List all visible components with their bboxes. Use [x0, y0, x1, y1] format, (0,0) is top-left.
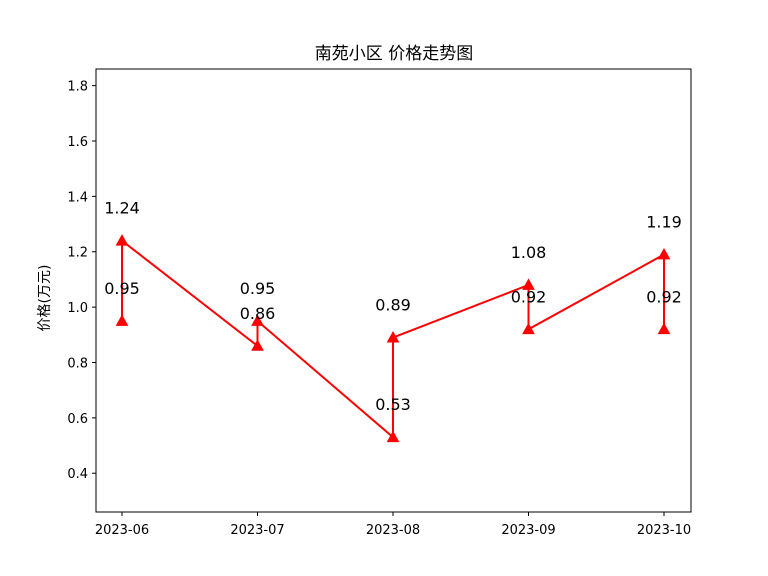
- y-tick-label: 1.0: [67, 301, 88, 316]
- price-line: [121, 238, 665, 440]
- y-tick-label: 1.8: [67, 80, 88, 95]
- x-tick-label: 2023-09: [501, 523, 555, 538]
- data-point-marker: [251, 339, 264, 351]
- data-label: 1.24: [104, 199, 140, 218]
- data-point-marker: [115, 314, 129, 326]
- data-point-marker: [657, 322, 671, 335]
- x-tick-label: 2023-06: [95, 523, 149, 538]
- y-tick-label: 1.4: [67, 190, 88, 205]
- data-label: 0.92: [646, 287, 682, 306]
- y-axis-ticks: 0.4 0.6 0.8 1.0 1.2 1.4 1.6 1.8: [67, 80, 96, 482]
- data-point-marker: [386, 331, 400, 343]
- x-tick-label: 2023-08: [366, 523, 420, 538]
- x-axis-ticks: 2023-06 2023-07 2023-08 2023-09 2023-10: [95, 512, 691, 538]
- data-labels: 0.95 1.24 0.86 0.95 0.53 0.89 1.08 0.92 1.19 0.92: [104, 199, 682, 415]
- data-label: 1.08: [511, 243, 547, 262]
- price-series: [115, 234, 671, 443]
- y-tick-label: 1.2: [67, 246, 88, 261]
- y-tick-label: 0.6: [67, 412, 88, 427]
- data-label: 0.89: [375, 296, 411, 315]
- data-label: 0.86: [240, 304, 276, 323]
- x-tick-label: 2023-07: [230, 523, 284, 538]
- data-point-marker: [386, 430, 400, 443]
- y-tick-label: 0.8: [67, 356, 88, 371]
- y-axis-label: 价格(万元): [37, 265, 53, 332]
- data-label: 0.95: [104, 279, 140, 298]
- data-label: 0.53: [375, 395, 411, 414]
- y-tick-label: 1.6: [67, 135, 88, 150]
- data-label: 0.95: [240, 279, 276, 298]
- data-point-marker: [657, 247, 671, 260]
- x-tick-label: 2023-10: [637, 523, 691, 538]
- data-point-marker: [115, 234, 129, 246]
- y-tick-label: 0.4: [67, 467, 88, 482]
- data-label: 1.19: [646, 213, 682, 232]
- chart-title: 南苑小区 价格走势图: [315, 44, 473, 64]
- data-label: 0.92: [511, 287, 547, 306]
- data-point-marker: [522, 322, 535, 335]
- data-point-marker: [251, 314, 264, 326]
- data-point-marker: [522, 278, 535, 290]
